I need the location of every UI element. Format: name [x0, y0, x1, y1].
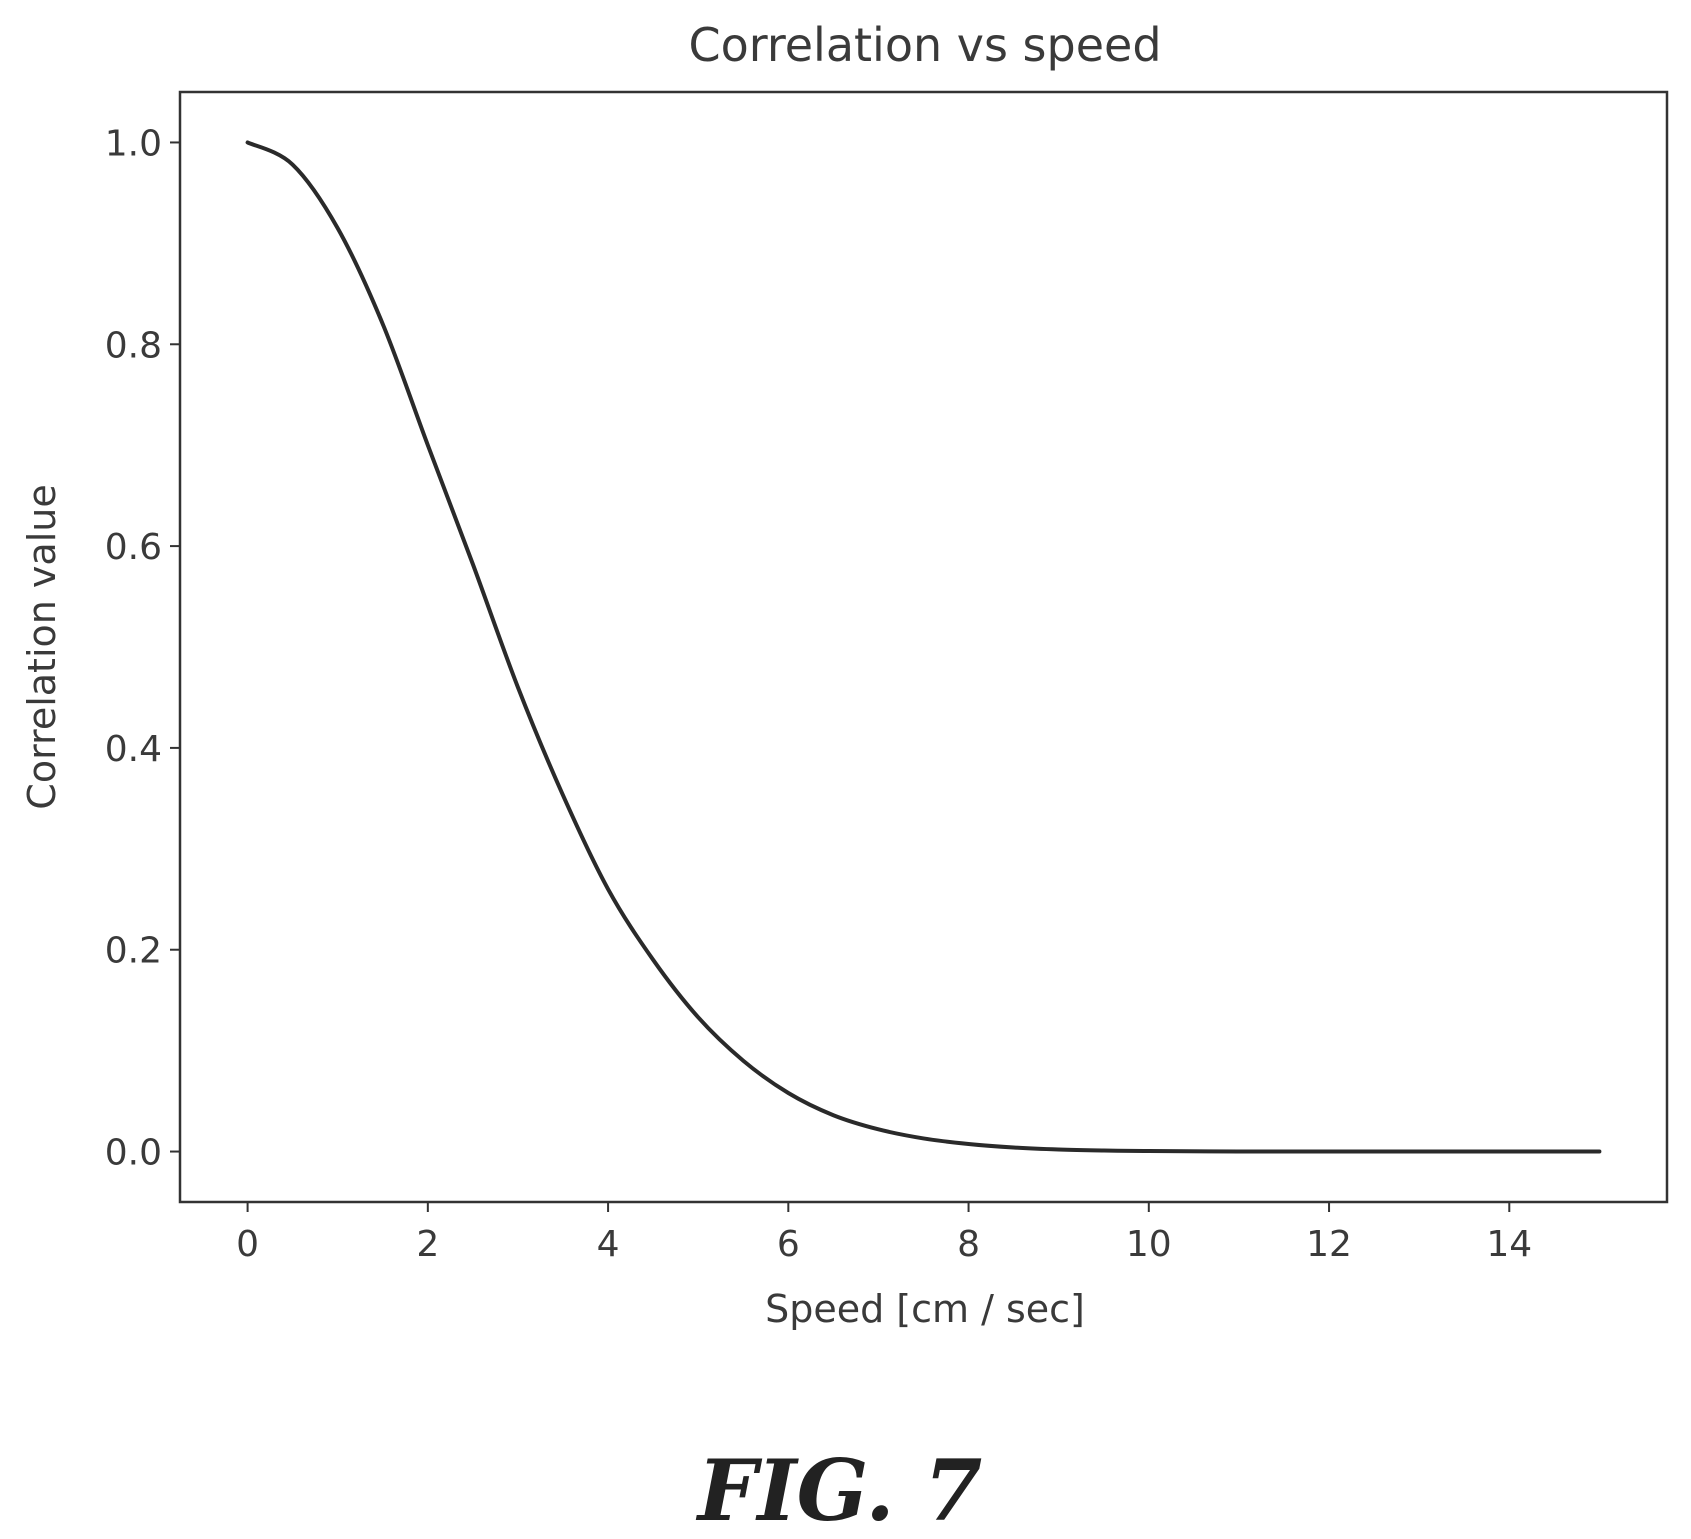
- x-tick-label: 10: [1126, 1224, 1172, 1265]
- figure-caption: FIG. 7: [696, 1441, 983, 1539]
- y-tick-label: 0.8: [105, 325, 162, 366]
- y-tick-label: 1.0: [105, 123, 162, 164]
- y-tick-label: 0.4: [105, 729, 162, 770]
- x-tick-label: 2: [416, 1224, 439, 1265]
- y-axis-ticks: 0.0 0.2 0.4 0.6 0.8 1.0: [105, 123, 180, 1174]
- plot-area-frame: [178, 90, 1669, 1204]
- x-tick-label: 4: [597, 1224, 620, 1265]
- x-tick-label: 14: [1486, 1224, 1532, 1265]
- chart-title: Correlation vs speed: [688, 18, 1161, 72]
- x-axis-label: Speed [cm / sec]: [765, 1287, 1085, 1331]
- x-tick-label: 12: [1306, 1224, 1352, 1265]
- x-tick-label: 0: [236, 1224, 259, 1265]
- y-axis-label: Correlation value: [20, 484, 64, 809]
- x-tick-label: 6: [777, 1224, 800, 1265]
- y-tick-label: 0.0: [105, 1133, 162, 1174]
- y-tick-label: 0.6: [105, 527, 162, 568]
- x-tick-label: 8: [957, 1224, 980, 1265]
- x-axis-ticks: 0 2 4 6 8 10 12 14: [236, 1202, 1532, 1265]
- series-line-correlation: [245, 140, 1602, 1154]
- y-tick-label: 0.2: [105, 931, 162, 972]
